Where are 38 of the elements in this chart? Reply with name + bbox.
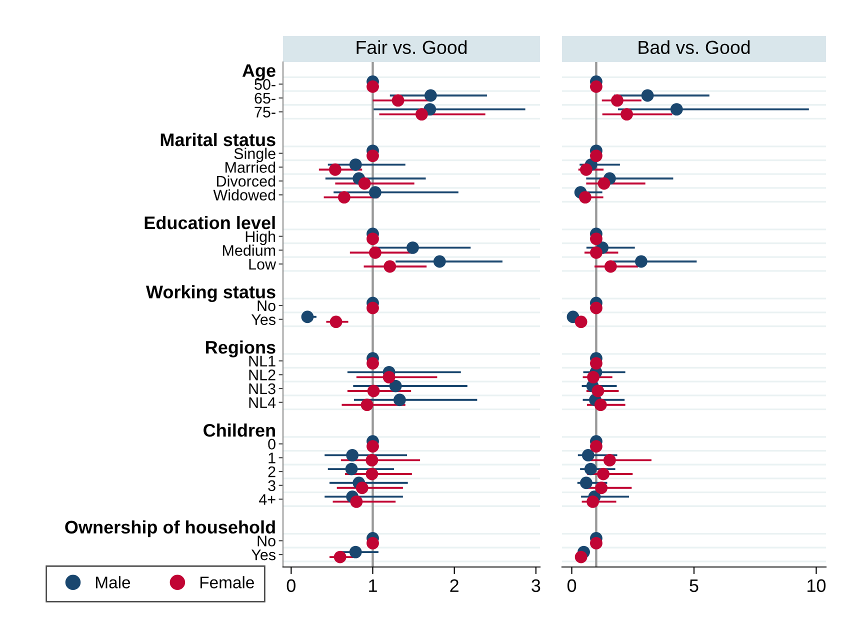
y-tick-label: Widowed xyxy=(213,189,276,201)
y-tick-label: NL3 xyxy=(249,383,276,394)
y-tick-label: NL4 xyxy=(249,397,276,408)
x-tick-label: 0 xyxy=(286,579,296,592)
y-tick-label: Single xyxy=(234,148,276,162)
y-tick-label: 2 xyxy=(268,466,276,478)
y-tick-label: Age xyxy=(242,64,276,81)
x-tick-label: 3 xyxy=(532,579,540,592)
y-tick-label: Children xyxy=(204,423,275,437)
y-tick-label: No xyxy=(258,300,276,312)
y-tick-label: Married xyxy=(226,162,276,173)
x-tick-label: 1 xyxy=(369,579,377,592)
y-tick-label: Education level xyxy=(144,216,275,230)
y-tick-label: NL2 xyxy=(249,370,276,380)
legend-label: Male xyxy=(96,576,130,588)
chart-title: Fair vs. Good xyxy=(356,40,467,54)
y-tick-label: Regions xyxy=(206,340,276,358)
y-tick-label: 75- xyxy=(254,106,276,118)
x-tick-label: 5 xyxy=(690,579,698,592)
y-tick-label: Yes xyxy=(251,550,276,560)
y-tick-label: No xyxy=(258,536,276,546)
chart-title: Bad vs. Good xyxy=(638,40,750,54)
x-tick-label: 2 xyxy=(450,579,458,592)
y-tick-label: 3 xyxy=(268,480,276,492)
y-tick-label: Marital status xyxy=(160,132,276,146)
y-tick-label: High xyxy=(246,230,276,246)
y-tick-label: Divorced xyxy=(217,175,276,187)
x-tick-label: 10 xyxy=(808,579,826,592)
y-tick-label: Yes xyxy=(251,314,276,326)
y-tick-label: 1 xyxy=(268,452,276,464)
y-tick-label: 0 xyxy=(268,438,276,450)
x-tick-label: 0 xyxy=(567,579,576,592)
legend-label: Female xyxy=(200,576,254,588)
y-tick-label: 4+ xyxy=(258,494,276,505)
y-tick-label: 65- xyxy=(254,92,276,104)
y-tick-label: Medium xyxy=(222,244,276,256)
y-tick-label: Low xyxy=(249,259,276,270)
y-tick-label: NL1 xyxy=(249,356,276,366)
